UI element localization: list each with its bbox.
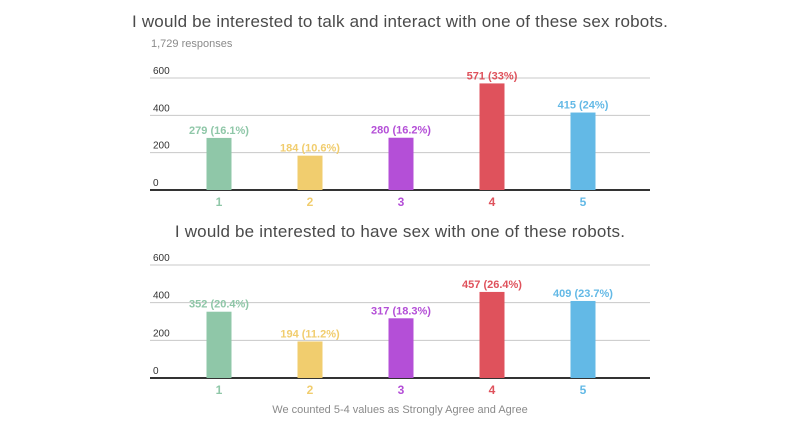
chart-1-title: I would be interested to talk and intera… [131,12,669,31]
footnote: We counted 5-4 values as Strongly Agree … [272,404,528,416]
bar [479,83,505,190]
y-tick-label: 600 [153,66,170,77]
data-label: 415 (24%) [558,100,609,112]
responses-count: 1,729 responses [151,38,233,50]
data-label: 184 (10.6%) [280,143,340,155]
category-label: 1 [216,383,223,397]
category-label: 5 [580,195,587,209]
y-tick-label: 0 [153,178,159,189]
bar [206,137,232,190]
category-label: 3 [398,383,405,397]
chart-1: 0 200 400 600 279 (16.1%) 1 184 (10.6%) 2 280 (1… [150,66,650,209]
category-label: 4 [489,383,496,397]
category-label: 5 [580,383,587,397]
y-tick-label: 400 [153,103,170,114]
y-tick-label: 600 [153,253,170,264]
y-tick-label: 200 [153,141,170,152]
bar [388,318,414,378]
y-tick-label: 400 [153,291,170,302]
data-label: 279 (16.1%) [189,125,249,137]
data-label: 317 (18.3%) [371,305,431,317]
chart-2: 0 200 400 600 352 (20.4%) 1 194 (11.2%) 2 317 (1… [150,253,650,397]
bar [297,155,323,190]
data-label: 352 (20.4%) [189,299,249,311]
y-tick-label: 0 [153,366,159,377]
bar [388,137,414,190]
bar [206,311,232,378]
data-label: 457 (26.4%) [462,279,522,291]
category-label: 1 [216,195,223,209]
bar [479,291,505,378]
category-label: 3 [398,195,405,209]
category-label: 4 [489,195,496,209]
data-label: 571 (33%) [467,70,518,82]
y-tick-label: 200 [153,328,170,339]
bar [570,112,596,190]
data-label: 280 (16.2%) [371,125,431,137]
bar [570,300,596,378]
bar [297,341,323,378]
category-label: 2 [307,383,314,397]
chart-2-title: I would be interested to have sex with o… [174,222,626,241]
category-label: 2 [307,195,314,209]
data-label: 194 (11.2%) [280,328,340,340]
data-label: 409 (23.7%) [553,288,613,300]
